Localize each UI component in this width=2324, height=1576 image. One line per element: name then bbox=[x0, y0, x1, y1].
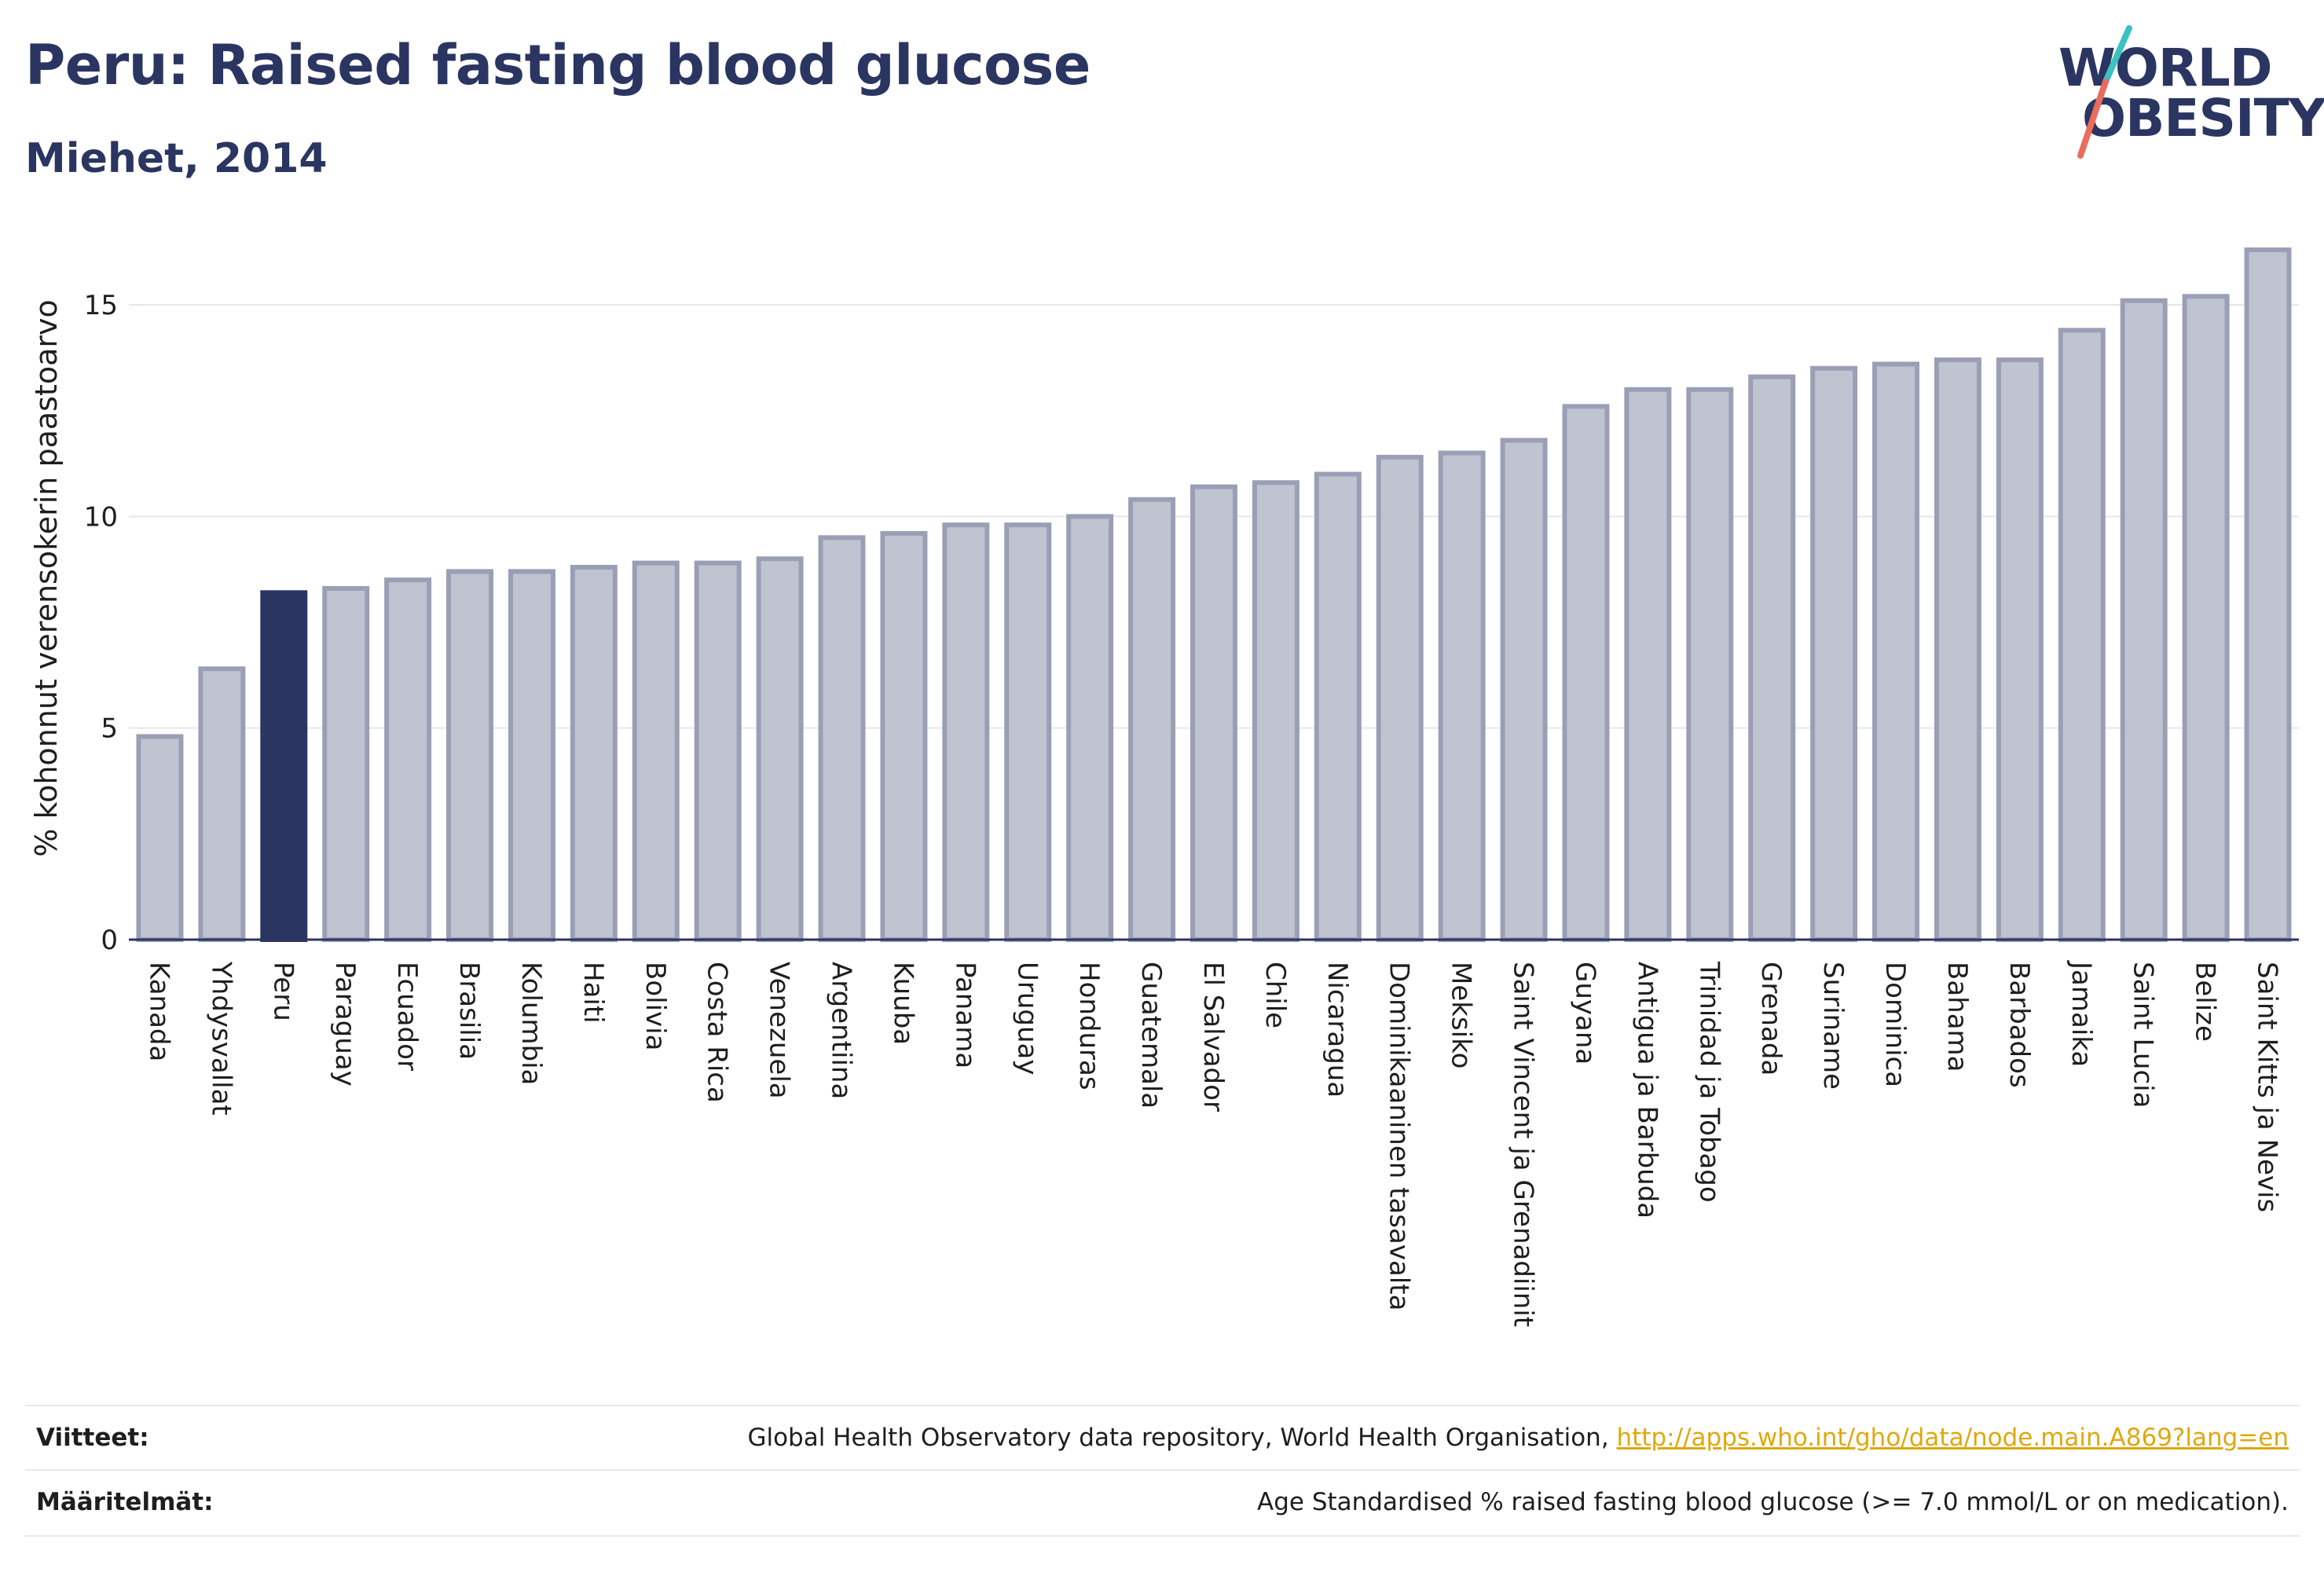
bar-kolumbia[interactable] bbox=[508, 569, 555, 942]
x-tick-label: Grenada bbox=[1755, 962, 1787, 1076]
bar-honduras[interactable] bbox=[1066, 514, 1114, 942]
x-tick-label: Panama bbox=[949, 962, 981, 1068]
bar-guyana[interactable] bbox=[1562, 404, 1610, 942]
sources-link[interactable]: http://apps.who.int/gho/data/node.main.A… bbox=[1616, 1424, 2289, 1452]
bar-dominica[interactable] bbox=[1872, 361, 1920, 942]
bar-dominikaaninen-tasavalta[interactable] bbox=[1376, 454, 1424, 942]
bar-argentiina[interactable] bbox=[818, 535, 866, 943]
x-tick-label: Meksiko bbox=[1446, 962, 1477, 1068]
x-tick-label: Venezuela bbox=[764, 962, 795, 1099]
x-tick-label: Saint Lucia bbox=[2128, 962, 2159, 1108]
bar-trinidad-ja-tobago[interactable] bbox=[1686, 387, 1734, 943]
x-tick-label: Kolumbia bbox=[515, 962, 547, 1085]
bar-guatemala[interactable] bbox=[1128, 497, 1176, 942]
sources-label: Viitteet: bbox=[36, 1424, 149, 1452]
bar-suriname[interactable] bbox=[1810, 365, 1858, 942]
chart-subtitle: Miehet, 2014 bbox=[25, 135, 328, 182]
bar-chile[interactable] bbox=[1252, 480, 1299, 942]
x-tick-label: Belize bbox=[2190, 962, 2221, 1042]
x-tick-label: Trinidad ja Tobago bbox=[1693, 961, 1725, 1203]
x-tick-label: Costa Rica bbox=[702, 962, 733, 1103]
footer-sources-row: Viitteet: Global Health Observatory data… bbox=[25, 1405, 2300, 1471]
x-tick-label: Bahama bbox=[1941, 962, 1973, 1072]
logo-text-world: WORLD bbox=[2058, 38, 2273, 98]
x-tick-label: Haiti bbox=[577, 962, 609, 1024]
footer-definitions-row: Määritelmät: Age Standardised % raised f… bbox=[25, 1469, 2300, 1537]
bar-paraguay[interactable] bbox=[322, 585, 370, 942]
x-tick-label: Kuuba bbox=[887, 962, 918, 1045]
bar-uruguay[interactable] bbox=[1004, 522, 1052, 942]
bar-grenada[interactable] bbox=[1748, 374, 1796, 942]
bar-meksiko[interactable] bbox=[1438, 450, 1486, 942]
y-tick-label: 5 bbox=[101, 713, 118, 745]
x-tick-label: Chile bbox=[1259, 962, 1291, 1028]
definitions-text: Age Standardised % raised fasting blood … bbox=[1257, 1488, 2289, 1516]
sources-description: Global Health Observatory data repositor… bbox=[747, 1424, 1617, 1452]
y-axis-ticks: 0 5 10 15 bbox=[84, 290, 118, 956]
x-tick-label: El Salvador bbox=[1197, 962, 1229, 1112]
bar-barbados[interactable] bbox=[1996, 357, 2044, 942]
bar-jamaika[interactable] bbox=[2058, 328, 2106, 942]
bar-chart: 0 5 10 15 Kanada Yhdysvallat Peru Paraguay Ecua… bbox=[29, 247, 2299, 1327]
bar-kuuba[interactable] bbox=[880, 530, 928, 942]
logo-slash-icon bbox=[2077, 25, 2132, 159]
x-tick-label: Peru bbox=[267, 962, 299, 1021]
bar-yhdysvallat[interactable] bbox=[198, 666, 246, 942]
x-tick-label: Guatemala bbox=[1135, 962, 1167, 1109]
logo-text-obesity: OBESITY bbox=[2082, 88, 2324, 148]
x-tick-label: Barbados bbox=[2003, 962, 2035, 1088]
x-tick-label: Saint Kitts ja Nevis bbox=[2252, 962, 2283, 1212]
bar-nicaragua[interactable] bbox=[1314, 471, 1362, 942]
y-tick-label: 0 bbox=[101, 925, 118, 956]
bar-belize[interactable] bbox=[2182, 294, 2230, 942]
sources-text: Global Health Observatory data repositor… bbox=[747, 1424, 2289, 1452]
bar-saint-kitts-ja-nevis[interactable] bbox=[2244, 247, 2292, 942]
x-axis-labels: Kanada Yhdysvallat Peru Paraguay Ecuador Bras… bbox=[143, 960, 2282, 1327]
x-tick-label: Paraguay bbox=[329, 962, 361, 1087]
bars bbox=[136, 247, 2292, 943]
x-tick-label: Antigua ja Barbuda bbox=[1631, 962, 1662, 1219]
chart-title: Peru: Raised fasting blood glucose bbox=[25, 33, 1091, 97]
x-tick-label: Jamaika bbox=[2066, 960, 2097, 1067]
x-tick-label: Nicaragua bbox=[1321, 962, 1353, 1098]
x-tick-label: Saint Vincent ja Grenadiinit bbox=[1508, 962, 1539, 1327]
x-tick-label: Brasilia bbox=[453, 962, 485, 1060]
bar-saint-vincent-ja-grenadiinit[interactable] bbox=[1500, 438, 1548, 942]
y-tick-label: 10 bbox=[84, 501, 118, 533]
x-tick-label: Guyana bbox=[1569, 962, 1600, 1065]
bar-bolivia[interactable] bbox=[632, 560, 680, 943]
x-tick-label: Dominikaaninen tasavalta bbox=[1384, 962, 1415, 1310]
bar-ecuador[interactable] bbox=[384, 577, 432, 942]
x-tick-label: Kanada bbox=[143, 962, 174, 1061]
bar-haiti[interactable] bbox=[570, 564, 618, 942]
bar-costa-rica[interactable] bbox=[694, 560, 742, 943]
x-tick-label: Dominica bbox=[1879, 962, 1911, 1087]
x-tick-label: Yhdysvallat bbox=[205, 961, 236, 1116]
bar-panama[interactable] bbox=[942, 522, 990, 942]
bar-el-salvador[interactable] bbox=[1190, 484, 1237, 942]
world-obesity-logo: WORLD OBESITY bbox=[2051, 22, 2324, 171]
x-tick-label: Bolivia bbox=[640, 962, 671, 1050]
definitions-label: Määritelmät: bbox=[36, 1488, 214, 1516]
bar-bahama[interactable] bbox=[1934, 357, 1981, 942]
y-tick-label: 15 bbox=[84, 290, 118, 321]
x-tick-label: Honduras bbox=[1073, 962, 1105, 1090]
bar-antigua-ja-barbuda[interactable] bbox=[1624, 387, 1672, 943]
x-tick-label: Suriname bbox=[1817, 962, 1849, 1090]
x-tick-label: Uruguay bbox=[1011, 962, 1043, 1076]
bar-brasilia[interactable] bbox=[446, 569, 494, 942]
bar-peru[interactable] bbox=[260, 590, 308, 942]
bar-saint-lucia[interactable] bbox=[2120, 298, 2168, 942]
bar-kanada[interactable] bbox=[136, 734, 184, 943]
bar-venezuela[interactable] bbox=[756, 556, 804, 942]
x-tick-label: Ecuador bbox=[391, 962, 423, 1071]
y-axis-title: % kohonnut verensokerin paastoarvo bbox=[29, 299, 64, 856]
x-tick-label: Argentiina bbox=[826, 962, 857, 1099]
